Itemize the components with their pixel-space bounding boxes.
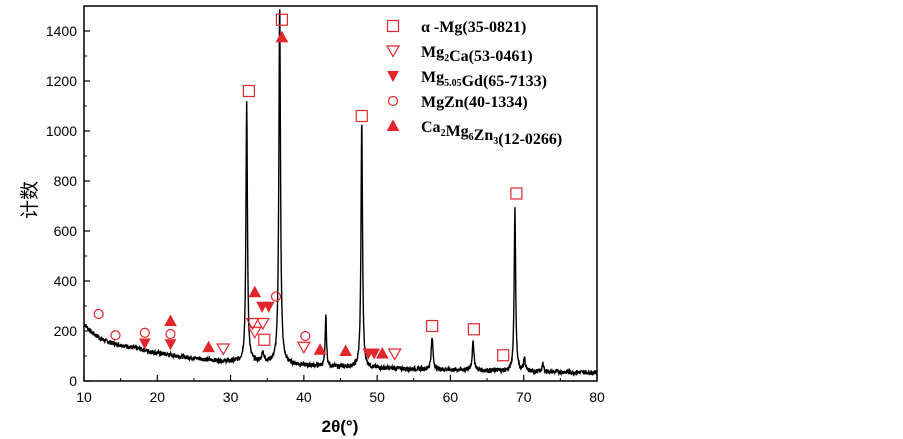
phase-marker-triangle-down-open bbox=[387, 348, 402, 361]
legend: α -Mg(35-0821) Mg2Ca(53-0461) Mg5.05Gd(65-… bbox=[385, 19, 562, 148]
phase-marker-triangle-down-open bbox=[296, 341, 311, 354]
legend-marker-triangle-up-filled bbox=[386, 119, 400, 131]
legend-label: α -Mg(35-0821) bbox=[421, 19, 526, 36]
x-tick-label: 30 bbox=[223, 389, 239, 405]
phase-marker-triangle-up-filled bbox=[375, 346, 389, 359]
legend-label: Ca2Mg6Zn3(12-0266) bbox=[421, 119, 562, 148]
legend-marker-triangle-down-open bbox=[385, 45, 401, 58]
x-tick-label: 60 bbox=[443, 389, 459, 405]
phase-marker-triangle-down-open bbox=[247, 326, 262, 339]
legend-label: Mg5.05Gd(65-7133) bbox=[421, 69, 547, 90]
y-axis-title: 计数 bbox=[19, 181, 41, 219]
legend-marker-square-open bbox=[386, 19, 400, 33]
phase-marker-square-open bbox=[242, 84, 255, 98]
x-axis-title: 2θ(°) bbox=[322, 417, 359, 436]
legend-marker-triangle-down-filled bbox=[387, 71, 399, 83]
y-tick-label: 800 bbox=[54, 173, 78, 189]
phase-marker-triangle-down-open bbox=[216, 343, 231, 356]
phase-marker-square-open bbox=[275, 13, 288, 26]
phase-marker-circle-open bbox=[110, 330, 121, 341]
phase-marker-circle-open bbox=[300, 330, 311, 342]
phase-marker-circle-open bbox=[165, 328, 176, 340]
x-tick-label: 70 bbox=[516, 389, 532, 405]
x-tick-label: 40 bbox=[296, 389, 312, 405]
x-tick-label: 10 bbox=[76, 389, 92, 405]
phase-marker-triangle-up-filled bbox=[339, 344, 352, 356]
phase-marker-triangle-down-filled bbox=[138, 338, 151, 350]
phase-marker-triangle-up-filled bbox=[248, 285, 262, 298]
y-tick-label: 1400 bbox=[46, 23, 77, 39]
x-tick-label: 20 bbox=[149, 389, 165, 405]
phase-marker-triangle-up-filled bbox=[313, 343, 327, 355]
phase-marker-triangle-up-filled bbox=[275, 30, 289, 43]
x-tick-label: 50 bbox=[369, 389, 385, 405]
phase-marker-triangle-down-open bbox=[255, 317, 270, 331]
phase-marker-square-open bbox=[355, 109, 368, 123]
phase-marker-triangle-down-filled bbox=[262, 301, 275, 313]
phase-marker-triangle-up-filled bbox=[164, 314, 177, 326]
legend-label: MgZn(40-1334) bbox=[421, 94, 528, 111]
phase-marker-triangle-up-filled bbox=[202, 340, 215, 353]
y-tick-label: 0 bbox=[69, 373, 77, 389]
phase-marker-triangle-down-filled bbox=[164, 339, 177, 351]
phase-marker-circle-open bbox=[139, 327, 150, 338]
phase-marker-square-open bbox=[426, 319, 439, 333]
phase-marker-square-open bbox=[497, 349, 510, 362]
phase-marker-square-open bbox=[467, 323, 480, 336]
phase-marker-triangle-down-open bbox=[245, 317, 260, 331]
phase-marker-square-open bbox=[258, 333, 271, 346]
y-tick-label: 400 bbox=[54, 273, 78, 289]
legend-marker-circle-open bbox=[387, 95, 399, 107]
y-tick-label: 200 bbox=[54, 323, 78, 339]
phase-marker-triangle-down-filled bbox=[368, 348, 381, 360]
y-tick-label: 1000 bbox=[46, 123, 77, 139]
xrd-pattern-line bbox=[84, 9, 597, 377]
legend-label: Mg2Ca(53-0461) bbox=[421, 44, 533, 65]
phase-marker-circle-open bbox=[93, 308, 104, 320]
y-tick-label: 600 bbox=[54, 223, 78, 239]
x-tick-label: 80 bbox=[589, 389, 605, 405]
phase-marker-circle-open bbox=[270, 291, 282, 302]
phase-marker-square-open bbox=[510, 187, 523, 200]
y-tick-label: 1200 bbox=[46, 73, 77, 89]
